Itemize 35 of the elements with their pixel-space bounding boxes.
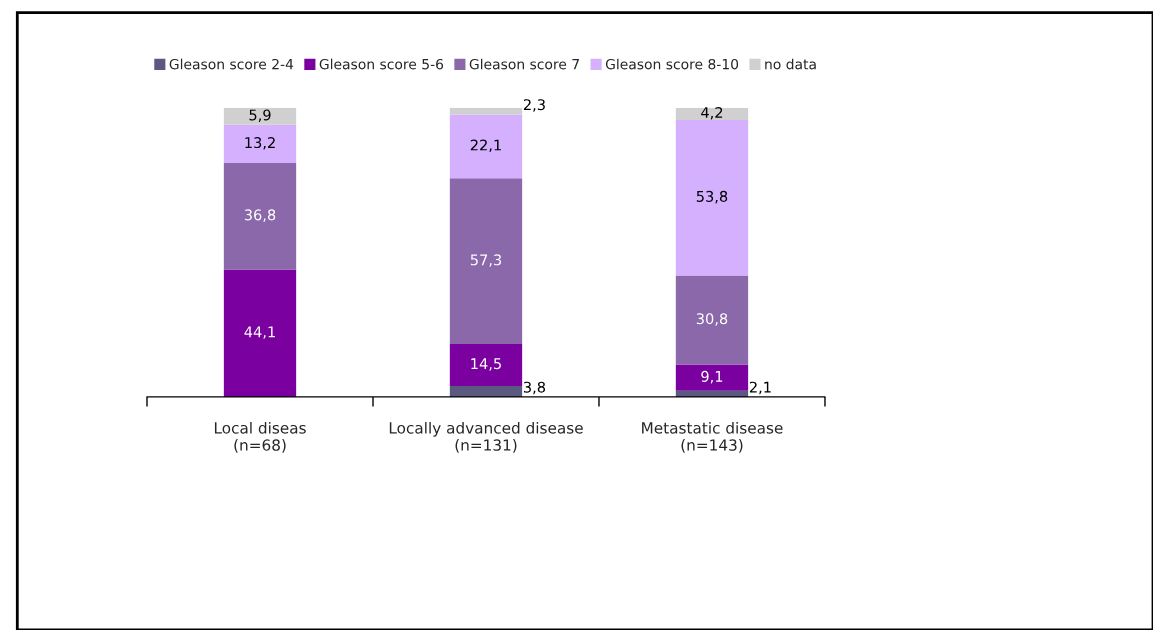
legend-label: Gleason score 7 [469, 58, 579, 70]
bar [675, 107, 749, 120]
bar [449, 385, 523, 397]
x-tick-label: Metastatic disease (n=143) [642, 421, 783, 453]
bar [449, 114, 523, 179]
bar [449, 107, 523, 115]
bar [223, 162, 297, 270]
data-label: 22,1 [470, 139, 501, 153]
bar [675, 275, 749, 365]
data-label: 9,1 [701, 370, 723, 384]
bar [223, 269, 297, 397]
data-label: 36,8 [244, 209, 276, 222]
data-label: 4,2 [701, 107, 723, 120]
bar [675, 364, 749, 391]
x-tick-label: Locally advanced disease (n=131) [389, 421, 583, 453]
bar [223, 107, 297, 125]
data-label: 14,5 [471, 358, 501, 371]
legend-label: Gleason score 8-10 [605, 58, 739, 70]
data-label: 44,1 [244, 326, 275, 339]
data-label: 2,3 [523, 99, 545, 112]
x-tick-label: Local diseas (n=68) [214, 421, 306, 453]
legend-label: Gleason score 2-4 [169, 58, 294, 70]
data-label: 57,3 [470, 254, 502, 267]
data-label: 3,8 [523, 381, 546, 395]
data-label: 5,9 [249, 109, 271, 122]
data-label: 2,1 [749, 381, 771, 395]
data-label: 53,8 [696, 190, 728, 204]
data-label: 13,2 [245, 137, 275, 150]
data-label: 30,8 [696, 313, 728, 326]
bar [675, 119, 749, 276]
bar [449, 178, 523, 344]
legend-label: no data [765, 58, 816, 70]
bar [223, 124, 297, 163]
bar [449, 343, 523, 386]
legend-label: Gleason score 5-6 [319, 58, 444, 70]
